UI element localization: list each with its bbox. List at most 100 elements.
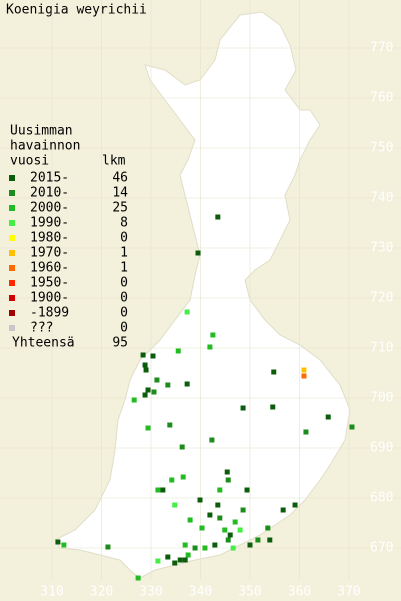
legend-count: 46 (112, 171, 128, 186)
observation-square (145, 387, 151, 393)
observation-square (280, 507, 286, 513)
y-tick-label: 700 (370, 391, 393, 406)
observation-square (184, 381, 190, 387)
total-label: Yhteensä (12, 336, 75, 351)
total-count: 95 (112, 336, 128, 351)
legend-swatch (9, 250, 15, 256)
legend-count-heading: lkm (102, 154, 126, 169)
x-tick-label: 340 (189, 585, 212, 600)
observation-square (172, 560, 178, 566)
observation-square (143, 367, 149, 373)
observation-square (195, 250, 201, 256)
x-tick-label: 310 (40, 585, 63, 600)
observation-square (145, 425, 151, 431)
observation-square (184, 309, 190, 315)
observation-square (142, 392, 148, 398)
legend-label: 1960- (30, 261, 69, 276)
observation-square (151, 389, 157, 395)
observation-square (255, 537, 261, 543)
observation-square (172, 502, 178, 508)
observation-square (212, 542, 218, 548)
observation-square (215, 502, 221, 508)
observation-square (349, 424, 355, 430)
x-tick-label: 360 (288, 585, 311, 600)
legend-swatch (9, 265, 15, 271)
observation-square (301, 367, 307, 373)
observation-square (142, 362, 148, 368)
observation-square (202, 545, 208, 551)
legend-swatch (9, 235, 15, 241)
legend-swatch (9, 175, 15, 181)
legend-count: 14 (112, 186, 128, 201)
observation-square (222, 527, 228, 533)
observation-square (265, 525, 271, 531)
observation-square (240, 507, 246, 513)
observation-square (227, 532, 233, 538)
legend-swatch (9, 190, 15, 196)
observation-square (270, 404, 276, 410)
observation-square (155, 487, 161, 493)
observation-square (61, 542, 67, 548)
observation-square (225, 537, 231, 543)
legend-count: 0 (120, 276, 128, 291)
legend-swatch (9, 295, 15, 301)
observation-square (155, 558, 161, 564)
y-tick-label: 690 (370, 441, 393, 456)
observation-square (225, 477, 231, 483)
y-tick-label: 670 (370, 541, 393, 556)
legend-count: 0 (120, 306, 128, 321)
observation-square (197, 497, 203, 503)
observation-square (185, 552, 191, 558)
x-tick-label: 370 (337, 585, 360, 600)
observation-square (199, 525, 205, 531)
observation-square (209, 437, 215, 443)
observation-square (192, 545, 198, 551)
finland-outline (54, 11, 351, 579)
y-tick-label: 770 (370, 41, 393, 56)
legend-label: 2000- (30, 201, 69, 216)
x-tick-label: 330 (139, 585, 162, 600)
legend-count: 1 (120, 246, 128, 261)
observation-square (169, 477, 175, 483)
observation-square (240, 405, 246, 411)
points (55, 214, 355, 581)
observation-square (175, 348, 181, 354)
observation-square (55, 539, 61, 545)
legend-label: -1899 (30, 306, 69, 321)
legend-count: 1 (120, 261, 128, 276)
observation-square (230, 545, 236, 551)
legend-label: 1900- (30, 291, 69, 306)
legend-heading: Uusimman (10, 124, 73, 139)
legend-label: 1980- (30, 231, 69, 246)
observation-square (325, 414, 331, 420)
legend-count: 0 (120, 291, 128, 306)
observation-square (179, 444, 185, 450)
y-tick-label: 710 (370, 341, 393, 356)
observation-square (215, 214, 221, 220)
legend-heading: vuosi (10, 154, 49, 169)
legend-swatch (9, 205, 15, 211)
observation-square (165, 554, 171, 560)
observation-square (150, 353, 156, 359)
observation-square (267, 537, 273, 543)
observation-square (224, 469, 230, 475)
observation-square (187, 517, 193, 523)
observation-square (165, 382, 171, 388)
legend-swatch (9, 220, 15, 226)
y-tick-label: 680 (370, 491, 393, 506)
observation-square (167, 422, 173, 428)
observation-square (210, 332, 216, 338)
observation-square (244, 487, 250, 493)
y-tick-label: 760 (370, 91, 393, 106)
observation-square (135, 575, 141, 581)
observation-square (271, 369, 277, 375)
legend-swatch (9, 280, 15, 286)
observation-square (237, 527, 243, 533)
y-tick-label: 740 (370, 191, 393, 206)
observation-square (232, 519, 238, 525)
observation-square (303, 429, 309, 435)
observation-square (131, 397, 137, 403)
legend-heading: havainnon (10, 139, 80, 154)
